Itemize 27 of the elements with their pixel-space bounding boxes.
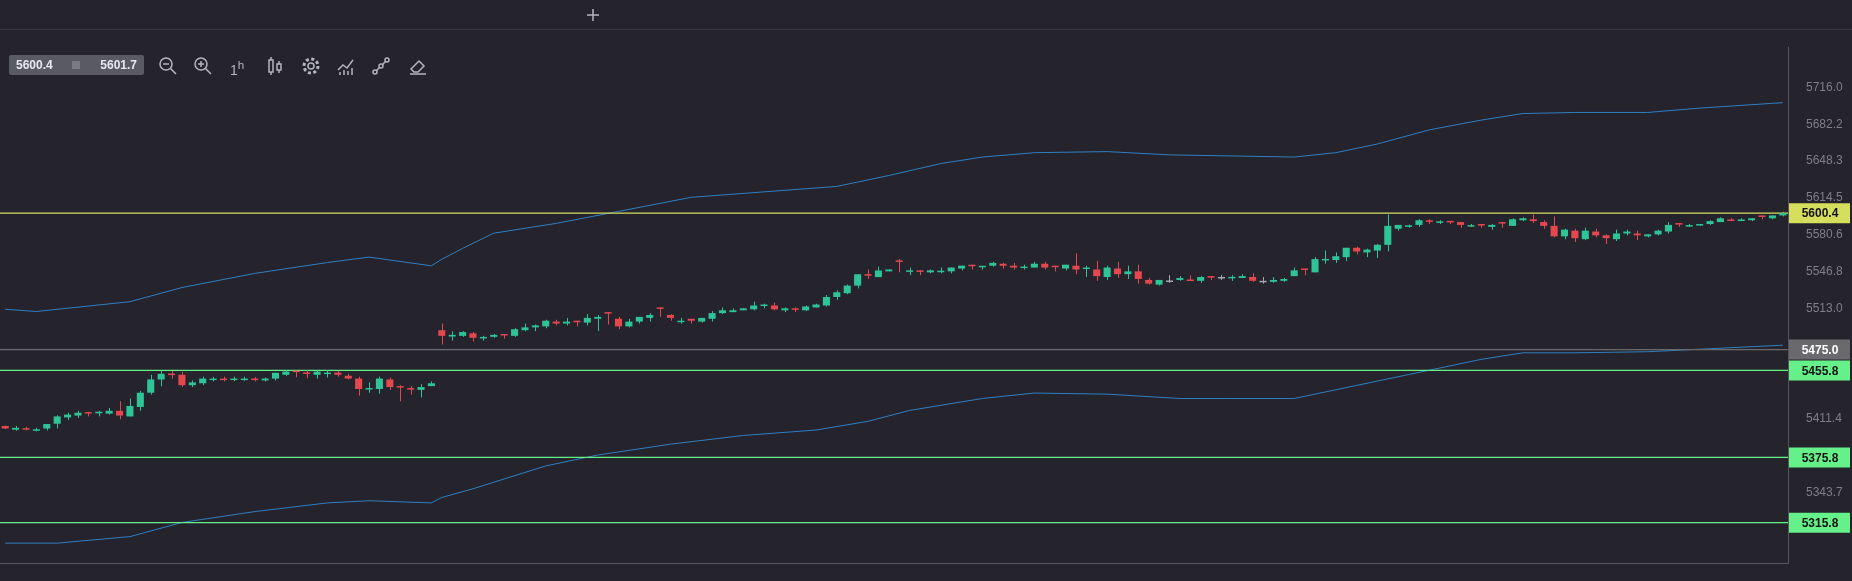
candlestick: [1072, 252, 1080, 275]
candlestick: [147, 374, 155, 396]
y-tick-label: 5513.0: [1806, 300, 1844, 315]
candlestick: [1384, 213, 1392, 252]
candlestick: [136, 390, 144, 412]
ref-line-label: 5600.4: [1801, 206, 1839, 221]
y-tick-label: 5343.7: [1806, 484, 1844, 499]
ref-line-label: 5475.0: [1801, 342, 1839, 357]
y-tick-label: 5648.3: [1806, 153, 1844, 168]
y-tick-label: 5546.8: [1806, 263, 1844, 278]
ref-line-label: 5315.8: [1801, 516, 1839, 530]
candlestick: [604, 311, 612, 326]
y-tick-label: 5682.2: [1806, 116, 1844, 131]
candlestick: [1550, 215, 1558, 238]
candlestick: [1134, 264, 1142, 285]
y-tick-label: 5580.6: [1806, 227, 1844, 242]
candlestick: [365, 381, 373, 394]
candlestick: [355, 376, 363, 397]
annotation: 1$^{h}$: [230, 58, 245, 78]
candlestick: [438, 323, 446, 345]
ref-line-label: 5455.8: [1801, 363, 1839, 378]
annotation: 5600.4: [16, 58, 53, 72]
y-tick-label: 5716.0: [1806, 79, 1844, 94]
annotation: 5601.7: [100, 58, 137, 72]
y-tick-label: 5614.5: [1806, 190, 1844, 205]
ref-line-label: 5375.8: [1801, 450, 1839, 465]
y-tick-label: 5411.4: [1806, 411, 1843, 426]
